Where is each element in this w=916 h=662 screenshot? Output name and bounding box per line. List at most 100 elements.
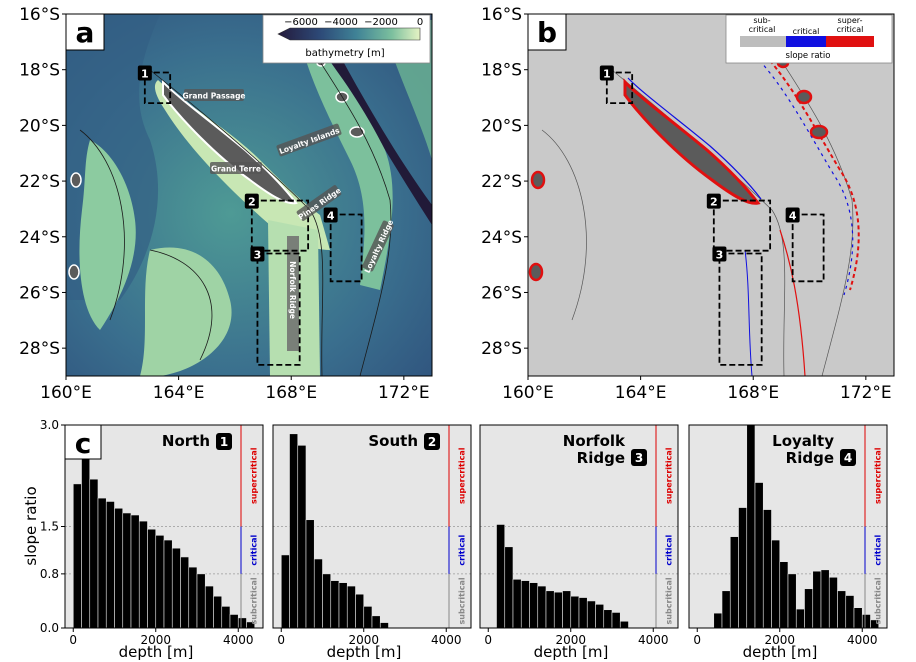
x-axis-label: depth [m] — [327, 643, 402, 661]
subplot-badge-label: 3 — [635, 451, 643, 465]
region-badge-2 — [244, 193, 259, 209]
zone-label-critical: critical — [458, 534, 467, 565]
subplot-title: North — [162, 432, 210, 450]
map-b-region-boxes: 1 2 3 4 — [599, 65, 825, 366]
lat-tick-label: 20°S — [481, 116, 522, 136]
legend-label-line: sub- — [753, 16, 770, 25]
mare-island-b — [809, 124, 829, 140]
histogram-bar — [280, 554, 290, 629]
panel-c-histograms: subcritical critical supercritical North 1 0 2… — [22, 418, 888, 661]
lon-tick-label: 164°E — [615, 383, 667, 403]
histogram-bar — [305, 519, 315, 629]
lon-tick-label: 168°E — [265, 383, 317, 403]
histogram-bar — [346, 585, 356, 629]
panel-letter-box-c — [64, 424, 102, 460]
map-b-terrain — [528, 29, 860, 376]
lat-tick-label: 28°S — [19, 339, 60, 359]
x-tick-label: 0 — [693, 633, 701, 647]
histogram-y-label: slope ratio — [22, 486, 40, 565]
x-tick-label: 2000 — [555, 633, 586, 647]
histogram-bar — [72, 483, 82, 629]
histogram-subplot-3: subcritical critical supercritical Norfolk R… — [479, 424, 679, 661]
histogram-bar — [221, 606, 231, 629]
histogram-bar — [504, 546, 514, 629]
region-badge-1 — [137, 65, 152, 81]
subplot-title-line: Norfolk — [563, 432, 626, 450]
histogram-bar — [322, 573, 332, 629]
panel-b-map: 1 2 3 4 sub-critical critical super-critica… — [527, 13, 895, 377]
region-badge-label-2: 2 — [710, 196, 718, 209]
subplot-badge-label: 4 — [844, 451, 852, 465]
histogram-bar — [188, 566, 198, 629]
colorbar-tick-label: −6000 — [284, 17, 318, 28]
x-tick-label: 4000 — [638, 633, 669, 647]
subplot-badge-label: 2 — [428, 435, 436, 449]
histogram-bar — [586, 600, 596, 629]
map-b-frame — [527, 13, 895, 377]
histogram-bar — [122, 512, 132, 629]
histogram-bar — [738, 507, 748, 629]
subplot-badge-label: 1 — [220, 435, 228, 449]
southwest-reef-island — [68, 264, 80, 280]
x-axis-label: depth [m] — [119, 643, 194, 661]
histogram-bar — [779, 561, 789, 629]
histogram-bar — [338, 582, 348, 629]
region-badge-4 — [785, 207, 800, 223]
region-box-2 — [712, 199, 772, 252]
histogram-bar — [171, 547, 181, 629]
legend-swatch-subcritical — [740, 36, 786, 47]
histogram-bar — [147, 528, 157, 629]
region-badge-3 — [712, 246, 727, 262]
critical-outline — [749, 49, 854, 296]
histogram-bar — [771, 539, 781, 629]
lat-tick-label: 16°S — [481, 5, 522, 25]
zone-label-supercritical: supercritical — [458, 447, 467, 504]
histogram-bar — [89, 478, 99, 629]
histogram-bar — [97, 497, 107, 629]
histogram-bar — [861, 614, 871, 629]
contour-line — [149, 249, 213, 361]
legend-label-line: critical — [793, 27, 820, 36]
histogram-bar — [545, 590, 555, 629]
region-badge-label-3: 3 — [254, 248, 262, 261]
histogram-bar — [537, 585, 547, 629]
lifou-island-b — [795, 89, 813, 105]
region-badge-3 — [250, 246, 265, 262]
histogram-bar — [379, 622, 389, 629]
lat-tick-label: 18°S — [481, 61, 522, 81]
grand-terre-island — [162, 79, 298, 205]
subplot-badge-box — [424, 433, 440, 450]
subplot-title-line: South — [368, 432, 418, 450]
region-badge-label-4: 4 — [789, 209, 797, 222]
lon-tick-label: 160°E — [502, 383, 554, 403]
subplot-title-line: Loyalty — [772, 432, 834, 450]
histogram-bar — [529, 582, 539, 629]
histogram-bar — [713, 612, 723, 629]
colorbar-tick-label: −2000 — [364, 17, 398, 28]
histogram-bar — [845, 595, 855, 629]
histogram-bar — [163, 539, 173, 629]
label-grand-passage: Grand Passage — [182, 92, 245, 101]
zone-label-supercritical: supercritical — [665, 447, 674, 504]
subplot-title: Loyalty Ridge — [772, 432, 834, 467]
histogram-bar — [795, 608, 805, 629]
histogram-bar — [570, 595, 580, 629]
x-tick-label: 2000 — [140, 633, 171, 647]
zone-label-critical: critical — [250, 534, 259, 565]
subplot-frame — [688, 424, 888, 629]
map-a-region-boxes: 1 2 3 4 — [137, 65, 363, 366]
fairway-rise-shape — [140, 247, 232, 376]
histogram-bar — [196, 573, 206, 629]
critical-outline — [744, 249, 753, 376]
legend-label-critical: critical — [793, 27, 820, 36]
legend-swatch-critical — [786, 36, 826, 47]
contour-line — [541, 129, 587, 321]
slope-ratio-legend: sub-critical critical super-critical slo… — [725, 14, 893, 64]
trench-shape — [300, 14, 432, 225]
histogram-bar — [213, 595, 223, 629]
colorbar-tick-label: −4000 — [324, 17, 358, 28]
x-tick-label: 2000 — [764, 633, 795, 647]
histogram-bar — [562, 590, 572, 629]
histogram-bar — [371, 615, 381, 629]
